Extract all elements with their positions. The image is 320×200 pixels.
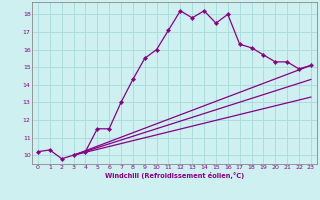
- X-axis label: Windchill (Refroidissement éolien,°C): Windchill (Refroidissement éolien,°C): [105, 172, 244, 179]
